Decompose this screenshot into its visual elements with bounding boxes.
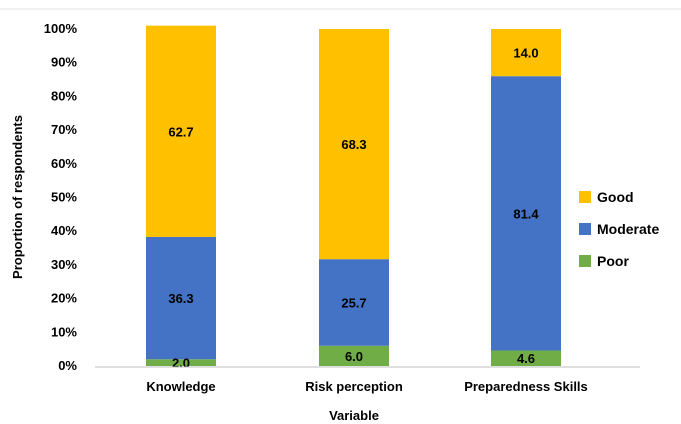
data-label-poor: 6.0 [345, 349, 363, 364]
legend-swatch-poor [579, 255, 591, 267]
data-label-good: 62.7 [168, 124, 193, 139]
x-category-label: Preparedness Skills [464, 379, 588, 394]
data-label-good: 68.3 [341, 137, 366, 152]
y-axis-title: Proportion of respondents [10, 115, 25, 279]
x-category-label: Risk perception [305, 379, 403, 394]
data-label-good: 14.0 [513, 46, 538, 61]
y-tick-label: 60% [51, 156, 77, 171]
y-tick-label: 70% [51, 122, 77, 137]
legend-label-poor: Poor [597, 253, 629, 269]
x-axis-title: Variable [329, 408, 379, 423]
data-label-moderate: 81.4 [513, 206, 539, 221]
x-category-label: Knowledge [146, 379, 215, 394]
y-tick-label: 0% [58, 358, 77, 373]
legend-label-moderate: Moderate [597, 221, 659, 237]
legend-swatch-moderate [579, 223, 591, 235]
y-tick-label: 30% [51, 257, 77, 272]
bars [146, 26, 561, 366]
y-tick-label: 100% [44, 21, 78, 36]
data-label-poor: 2.0 [172, 356, 190, 371]
y-tick-label: 50% [51, 190, 77, 205]
y-tick-label: 10% [51, 324, 77, 339]
legend-swatch-good [579, 191, 591, 203]
data-label-moderate: 25.7 [341, 295, 366, 310]
y-tick-label: 20% [51, 291, 77, 306]
y-tick-label: 40% [51, 223, 77, 238]
data-label-moderate: 36.3 [168, 291, 193, 306]
y-tick-label: 80% [51, 88, 77, 103]
x-axis-category-labels: Knowledge Risk perception Preparedness Ski… [146, 379, 587, 394]
y-tick-label: 90% [51, 55, 77, 70]
data-label-poor: 4.6 [517, 351, 535, 366]
legend-label-good: Good [597, 189, 634, 205]
